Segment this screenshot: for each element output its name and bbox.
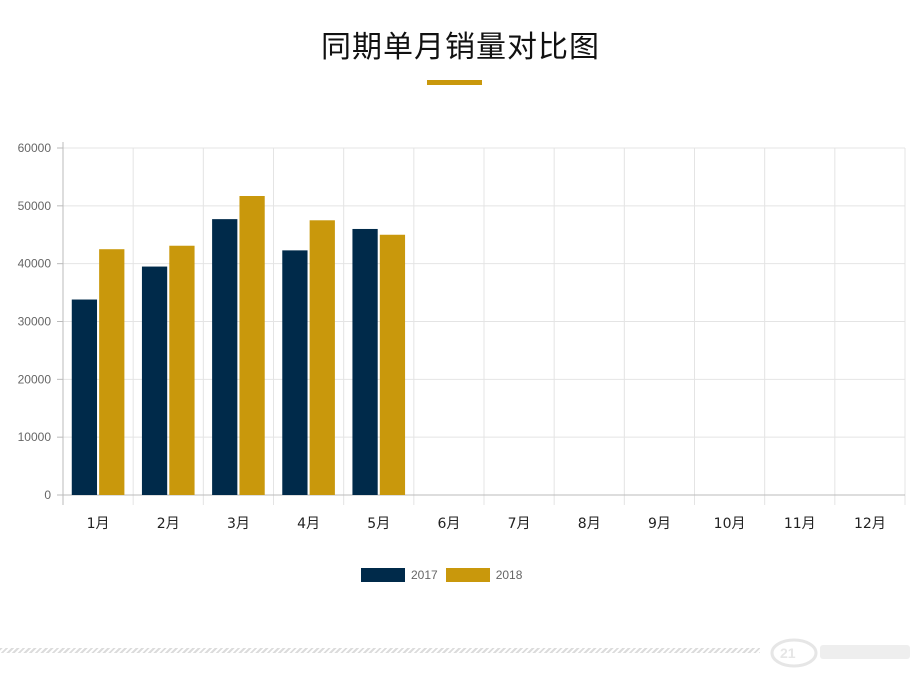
x-tick-label: 6月 — [437, 516, 460, 532]
x-tick-label: 11月 — [784, 516, 816, 532]
svg-text:21: 21 — [780, 645, 796, 661]
axes — [57, 142, 905, 505]
y-tick-label: 10000 — [18, 430, 52, 444]
y-axis-ticks: 0 10000 20000 30000 40000 50000 60000 — [18, 141, 52, 502]
bar-2017-5月[interactable] — [352, 228, 378, 495]
legend-label-2018: 2018 — [495, 568, 523, 582]
bar-2018-2月[interactable] — [169, 245, 195, 495]
x-tick-label: 2月 — [157, 516, 180, 532]
x-tick-label: 7月 — [508, 516, 531, 532]
bar-2018-4月[interactable] — [309, 220, 335, 495]
x-axis-ticks: 1月 2月 3月 4月 5月 6月 7月 8月 9月 10月 11月 12月 — [87, 516, 886, 532]
legend[interactable]: 2017 2018 — [361, 567, 522, 583]
legend-item-2018[interactable]: 2018 — [445, 568, 523, 582]
bar-2017-1月[interactable] — [71, 299, 98, 495]
x-tick-label: 3月 — [227, 516, 250, 532]
y-tick-label: 0 — [44, 488, 51, 502]
y-tick-label: 50000 — [18, 199, 52, 213]
bar-2018-1月[interactable] — [99, 249, 125, 495]
legend-label-2017: 2017 — [411, 568, 438, 582]
x-tick-label: 12月 — [854, 516, 886, 532]
x-tick-label: 5月 — [367, 516, 390, 532]
y-tick-label: 30000 — [18, 315, 52, 329]
bar-2018-3月[interactable] — [239, 196, 265, 496]
legend-swatch-2018 — [445, 568, 490, 582]
x-tick-label: 4月 — [297, 516, 320, 532]
y-tick-label: 20000 — [18, 372, 52, 386]
chart-title: 同期单月销量对比图 — [321, 30, 600, 65]
x-tick-label: 1月 — [87, 516, 110, 532]
title-underline — [427, 80, 482, 85]
y-tick-label: 40000 — [18, 257, 52, 271]
bars — [71, 196, 406, 496]
legend-item-2017[interactable]: 2017 — [361, 568, 438, 582]
decorative-divider — [0, 648, 760, 653]
grid-lines — [63, 147, 906, 505]
x-tick-label: 8月 — [578, 516, 601, 532]
x-tick-label: 10月 — [714, 516, 746, 532]
x-tick-label: 9月 — [648, 516, 671, 532]
bar-2017-2月[interactable] — [141, 266, 168, 495]
watermark-logo: 21 — [770, 638, 910, 668]
bar-2018-5月[interactable] — [379, 234, 406, 495]
legend-swatch-2017 — [361, 568, 405, 582]
y-tick-label: 60000 — [18, 141, 52, 155]
bar-2017-3月[interactable] — [212, 219, 238, 495]
bar-2017-4月[interactable] — [282, 250, 308, 495]
